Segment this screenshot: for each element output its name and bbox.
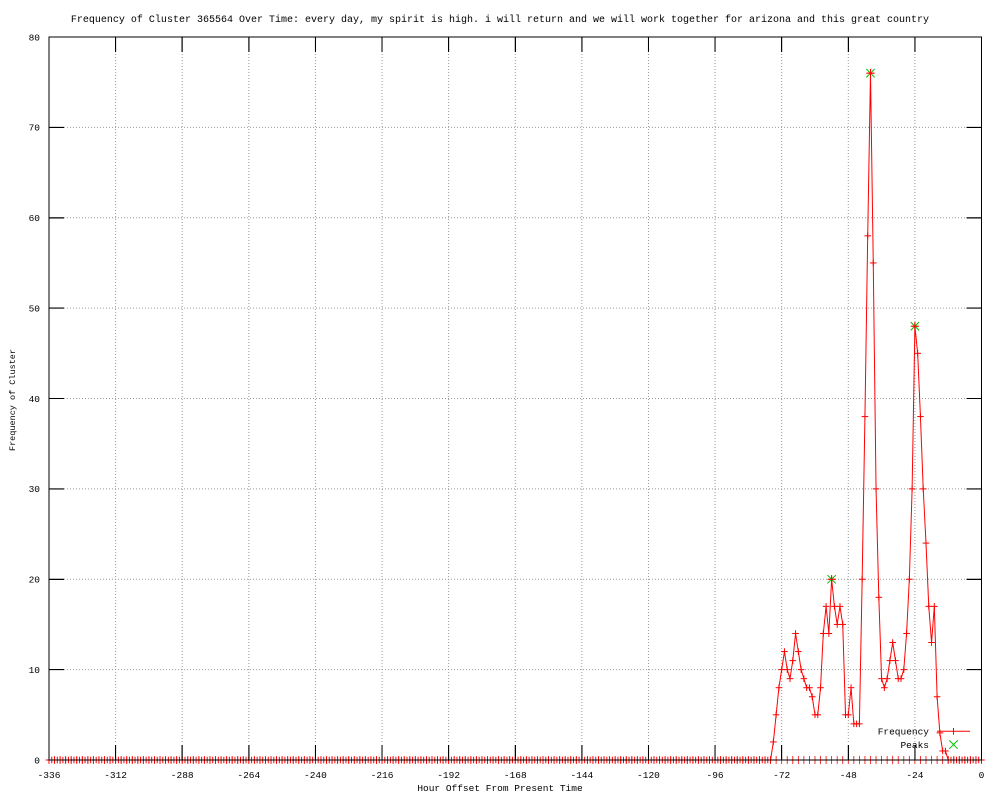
svg-text:Peaks: Peaks <box>900 740 929 751</box>
svg-text:-192: -192 <box>437 770 460 781</box>
svg-text:80: 80 <box>29 32 41 43</box>
svg-text:-48: -48 <box>840 770 857 781</box>
svg-text:-216: -216 <box>371 770 394 781</box>
svg-text:0: 0 <box>34 755 40 766</box>
svg-text:70: 70 <box>29 123 41 134</box>
svg-text:-288: -288 <box>171 770 194 781</box>
svg-text:20: 20 <box>29 575 41 586</box>
svg-text:-24: -24 <box>906 770 923 781</box>
svg-text:Frequency of Cluster: Frequency of Cluster <box>8 349 18 451</box>
svg-text:Frequency: Frequency <box>878 727 930 738</box>
svg-text:-144: -144 <box>570 770 593 781</box>
svg-text:40: 40 <box>29 394 41 405</box>
svg-text:-72: -72 <box>773 770 790 781</box>
svg-text:30: 30 <box>29 484 41 495</box>
svg-text:-168: -168 <box>504 770 527 781</box>
svg-text:0: 0 <box>979 770 985 781</box>
svg-text:-240: -240 <box>304 770 327 781</box>
svg-text:-312: -312 <box>104 770 127 781</box>
svg-text:-336: -336 <box>38 770 61 781</box>
svg-text:-264: -264 <box>237 770 260 781</box>
svg-text:50: 50 <box>29 303 41 314</box>
svg-text:60: 60 <box>29 213 41 224</box>
svg-text:-120: -120 <box>637 770 660 781</box>
svg-text:-96: -96 <box>707 770 724 781</box>
svg-text:10: 10 <box>29 665 41 676</box>
svg-text:Hour Offset From Present Time: Hour Offset From Present Time <box>417 783 583 794</box>
svg-text:Frequency of Cluster 365564 Ov: Frequency of Cluster 365564 Over Time: e… <box>71 14 929 26</box>
